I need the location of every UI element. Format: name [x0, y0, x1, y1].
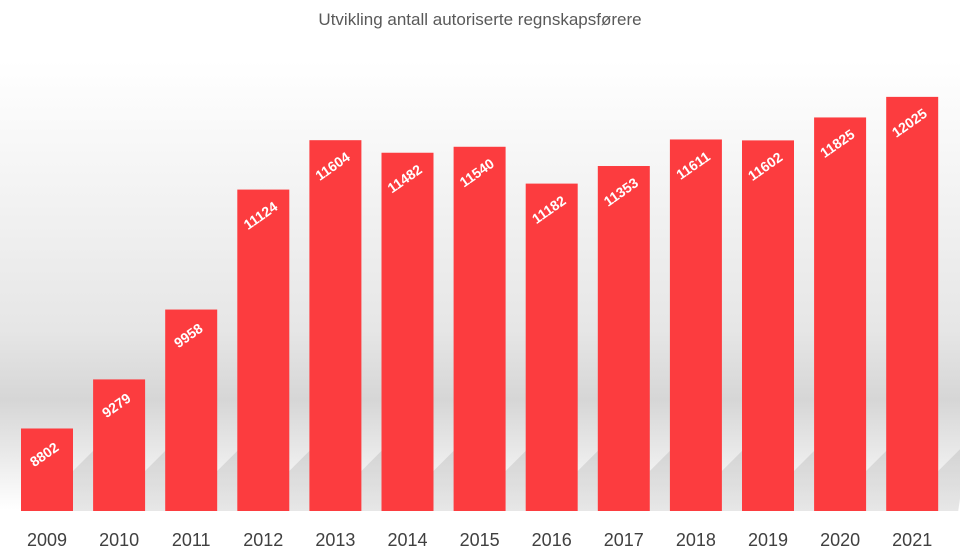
bar-shadow [938, 449, 960, 511]
chart-title: Utvikling antall autoriserte regnskapsfø… [318, 10, 642, 29]
bar-2013 [309, 140, 362, 511]
x-tick-label: 2012 [243, 530, 283, 550]
bar-2019 [742, 140, 794, 511]
x-tick-label: 2021 [892, 530, 932, 550]
bar-2014 [381, 152, 434, 511]
bar-2021 [886, 96, 939, 511]
x-tick-label: 2017 [604, 530, 644, 550]
bar-2009 [21, 428, 73, 511]
x-tick-label: 2016 [532, 530, 572, 550]
bar-2016 [525, 183, 578, 512]
x-tick-label: 2013 [315, 530, 355, 550]
x-tick-label: 2020 [820, 530, 860, 550]
x-tick-label: 2019 [748, 530, 788, 550]
x-tick-label: 2015 [460, 530, 500, 550]
bar-2017 [597, 166, 650, 511]
x-tick-label: 2011 [172, 530, 211, 550]
bar-2010 [93, 379, 146, 511]
bar-2015 [453, 146, 506, 512]
x-tick-label: 2018 [676, 530, 716, 550]
bar-2020 [814, 117, 867, 511]
x-tick-label: 2014 [387, 530, 427, 550]
bar-2018 [669, 139, 722, 512]
x-tick-label: 2009 [27, 530, 67, 550]
bar-2011 [165, 309, 218, 511]
x-tick-label: 2010 [99, 530, 139, 550]
bar-2012 [237, 189, 290, 511]
